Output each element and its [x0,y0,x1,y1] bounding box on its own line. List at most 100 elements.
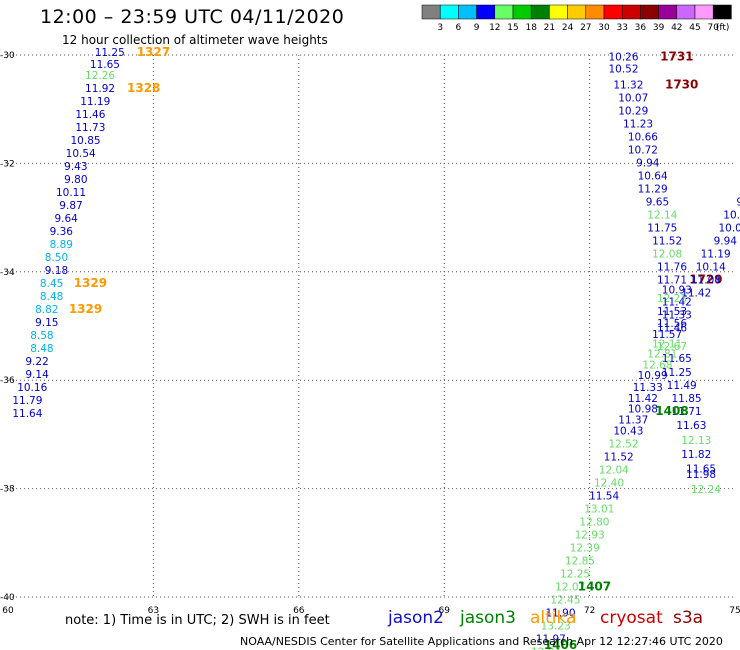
y-tick-label: -34 [0,268,15,278]
wave-height-label: 10.93 [662,284,692,296]
wave-height-label: 11.79 [12,395,42,407]
colorbar-swatch [494,4,514,20]
colorbar-swatch [549,4,568,20]
x-tick-label: 75 [729,606,740,616]
wave-height-label: 10.11 [56,187,86,199]
wave-height-label: 12.07 [555,581,585,593]
wave-height-label: 11.04 [691,275,721,287]
color-scale-bar: 3 6 9 12 15 18 21 24 27 30 33 36 39 42 45 70(ft) [421,4,732,33]
colorbar-tick-label: 3 [437,23,443,33]
time-label: 1729 [689,273,722,287]
x-tick-label: 72 [584,606,595,616]
time-label: 1328 [127,81,160,95]
legend-entry-jason2: jason2 [388,608,444,628]
wave-height-label: 9.43 [64,161,87,173]
wave-height-label: 12.80 [579,516,609,528]
wave-height-label: 12.04 [599,464,629,476]
wave-height-label: 11.97 [536,634,566,646]
wave-height-label: 11.52 [652,236,682,248]
wave-height-label: 12.14 [647,210,677,222]
wave-height-label: 9.64 [54,213,78,225]
wave-height-label: 12.25 [560,568,590,580]
colorbar-tick-label: 33 [616,23,627,33]
colorbar-tick-label: 15 [507,23,518,33]
wave-height-label: 11.54 [589,490,619,502]
wave-height-label: 12.11 [652,339,682,351]
wave-height-label: 10.54 [66,148,96,160]
wave-height-label: 13.23 [541,621,571,633]
wave-height-label: 11.57 [652,329,682,341]
wave-height-label: 12.39 [570,542,600,554]
wave-height-label: 12.40 [594,477,624,489]
wave-height-label: 10.72 [628,145,658,157]
wave-height-label: 9.15 [35,317,58,329]
time-label: 1406 [544,638,577,650]
wave-height-label: 9.6 [736,197,740,209]
wave-height-label: 11.71 [657,275,687,287]
wave-height-label: 10.52 [608,63,638,75]
colorbar-tick-label: 9 [474,23,480,33]
colorbar-tick-label: 39 [653,23,665,33]
wave-height-label: 11.25 [95,47,125,59]
time-label: 1407 [578,579,611,593]
wave-height-label: 10.2 [723,210,740,222]
time-label: 1329 [69,302,102,316]
colorbar-swatch [640,4,659,20]
wave-height-label: 11.52 [604,451,634,463]
wave-height-label: 11.76 [657,262,687,274]
wave-height-label: 8.89 [50,239,73,251]
wave-height-label: 11.63 [676,420,706,432]
wave-height-label: 9.65 [646,197,669,209]
wave-height-label: 8.58 [30,330,53,342]
wave-height-label: 10.29 [618,106,648,118]
wave-height-label: 9.94 [714,236,738,248]
colorbar-tick-label: 27 [580,23,591,33]
wave-height-label: 11.49 [667,380,697,392]
colorbar-swatch [439,4,459,20]
colorbar-swatch [676,4,696,20]
wave-height-label: 11.32 [613,80,643,92]
wave-height-label: 10.43 [613,425,643,437]
colorbar-tick-label: 18 [525,23,537,33]
wave-height-label: 10.16 [17,382,47,394]
chart-axes: 60 63 66 69 72 75 -30 -32 -34 -36 -38 -40 [0,51,740,616]
time-label: 1730 [665,78,698,92]
chart-subtitle: 12 hour collection of altimeter wave hei… [62,33,328,47]
colorbar-swatch [530,4,550,20]
wave-height-label: 11.82 [681,449,711,461]
wave-height-label: 12.93 [575,529,605,541]
wave-height-label: 12.04 [531,647,561,650]
colorbar-tick-label: 36 [635,23,647,33]
colorbar-swatch [458,4,477,20]
wave-height-label: 11.53 [657,306,687,318]
legend-entry-jason3: jason3 [460,608,516,628]
colorbar-unit-label: (ft) [716,23,730,33]
y-tick-label: -40 [0,593,15,603]
wave-height-label: 11.98 [686,469,716,481]
wave-height-label: 12.13 [681,435,711,447]
colorbar-swatch [694,4,714,20]
wave-height-label: 12.26 [85,70,115,82]
x-tick-label: 60 [2,606,14,616]
wave-height-label: 11.29 [638,184,668,196]
colorbar-tick-label: 70 [707,23,719,33]
wave-height-label: 11.19 [80,96,110,108]
legend-entry-cryosat: cryosat [600,608,663,628]
wave-height-label: 9.87 [59,200,82,212]
wave-height-label: 11.65 [686,463,716,475]
wave-height-label: 10.0 [718,223,740,235]
wave-height-label: 10.26 [608,51,638,63]
colorbar-tick-label: 30 [598,23,610,33]
time-label: 1731 [660,49,693,63]
colorbar-tick-label: 12 [489,23,500,33]
wave-height-label: 13.01 [584,503,614,515]
wave-height-label: 11.25 [662,367,692,379]
wave-height-label: 10.14 [696,262,726,274]
wave-height-label: 9.22 [25,356,48,368]
wave-height-label: 10.64 [638,171,668,183]
colorbar-tick-label: 45 [689,23,700,33]
wave-height-label: 11.71 [672,406,702,418]
wave-height-label: 12.67 [657,341,687,353]
chart-title: 12:00 – 23:59 UTC 04/11/2020 [40,6,345,28]
